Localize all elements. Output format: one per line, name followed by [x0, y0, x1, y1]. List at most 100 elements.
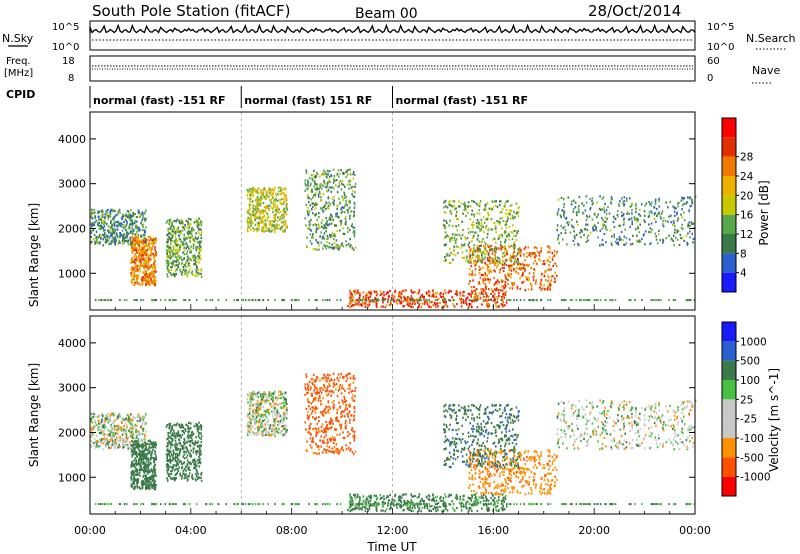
range-cell: [444, 224, 446, 227]
range-cell: [509, 259, 511, 262]
range-cell: [346, 204, 349, 207]
range-cell: [153, 253, 156, 256]
range-cell: [189, 251, 191, 254]
range-cell: [105, 241, 108, 244]
range-cell: [173, 240, 176, 243]
range-cell: [485, 226, 487, 229]
range-cell: [501, 245, 504, 248]
range-cell: [483, 289, 485, 292]
range-cell: [186, 231, 189, 234]
range-cell: [283, 194, 286, 197]
range-cell: [307, 227, 309, 230]
range-cell: [571, 218, 573, 221]
range-cell: [166, 265, 169, 268]
range-cell: [518, 251, 521, 254]
range-cell: [337, 175, 340, 178]
range-cell: [653, 217, 656, 221]
range-cell: [196, 471, 199, 474]
range-cell: [420, 306, 422, 309]
range-cell: [505, 276, 507, 279]
near-range-cell: [153, 299, 155, 302]
range-cell: [687, 232, 689, 235]
range-cell: [135, 459, 137, 462]
range-cell: [125, 235, 127, 238]
range-cell: [636, 220, 638, 223]
range-cell: [470, 264, 473, 268]
range-cell: [323, 224, 325, 227]
range-cell: [490, 207, 492, 210]
range-cell: [499, 200, 502, 203]
range-cell: [182, 242, 184, 245]
range-cell: [143, 265, 146, 268]
range-cell: [152, 474, 155, 477]
range-cell: [248, 212, 251, 215]
range-cell: [154, 246, 156, 249]
range-cell: [125, 432, 128, 435]
range-cell: [484, 204, 486, 207]
range-cell: [197, 268, 200, 272]
range-cell: [102, 210, 104, 214]
range-cell: [317, 241, 320, 244]
range-cell: [141, 235, 143, 238]
range-cell: [176, 229, 178, 232]
range-cell: [96, 211, 99, 215]
range-cell: [285, 226, 288, 229]
near-range-cell: [688, 299, 691, 302]
range-cell: [443, 211, 446, 214]
range-cell: [132, 416, 134, 419]
range-cell: [284, 224, 286, 227]
range-cell: [691, 222, 693, 225]
range-cell: [325, 247, 328, 250]
range-cell: [139, 457, 142, 460]
range-cell: [476, 247, 479, 250]
range-cell: [132, 265, 135, 268]
range-cell: [198, 421, 200, 424]
range-cell: [423, 302, 426, 305]
range-cell: [445, 258, 447, 261]
range-cell: [345, 170, 348, 174]
range-cell: [319, 207, 322, 210]
range-cell: [503, 251, 506, 254]
range-cell: [100, 420, 103, 423]
near-range-cell: [571, 299, 573, 302]
range-cell: [91, 229, 94, 232]
range-cell: [130, 431, 132, 434]
range-cell: [186, 237, 188, 240]
range-cell: [179, 270, 182, 273]
range-cell: [170, 265, 172, 269]
range-cell: [311, 208, 313, 211]
range-cell: [571, 200, 573, 203]
range-cell: [444, 289, 446, 292]
range-cell: [111, 440, 114, 443]
range-cell: [127, 418, 130, 421]
range-cell: [145, 256, 148, 259]
range-cell: [631, 212, 633, 215]
range-cell: [510, 266, 512, 269]
range-cell: [504, 284, 506, 287]
range-cell: [471, 213, 473, 216]
range-cell: [154, 283, 156, 287]
range-cell: [511, 245, 514, 248]
range-cell: [279, 218, 281, 221]
range-cell: [406, 297, 409, 300]
range-cell: [183, 273, 186, 276]
range-cell: [133, 272, 136, 275]
range-cell: [134, 441, 136, 444]
range-cell: [100, 228, 102, 231]
colorbar-tick-label-3: 16: [740, 210, 754, 222]
range-cell: [326, 189, 328, 192]
range-cell: [484, 273, 487, 276]
range-cell: [102, 226, 104, 230]
range-cell: [141, 432, 144, 435]
range-cell: [117, 220, 120, 224]
range-cell: [618, 224, 620, 227]
near-range-cell: [294, 299, 296, 302]
range-cell: [133, 486, 136, 489]
range-cell: [510, 257, 513, 261]
range-cell: [144, 231, 146, 234]
range-cell: [353, 201, 356, 205]
range-cell: [332, 201, 334, 204]
range-cell: [128, 429, 130, 432]
range-cell: [129, 427, 132, 430]
range-cell: [474, 273, 477, 276]
